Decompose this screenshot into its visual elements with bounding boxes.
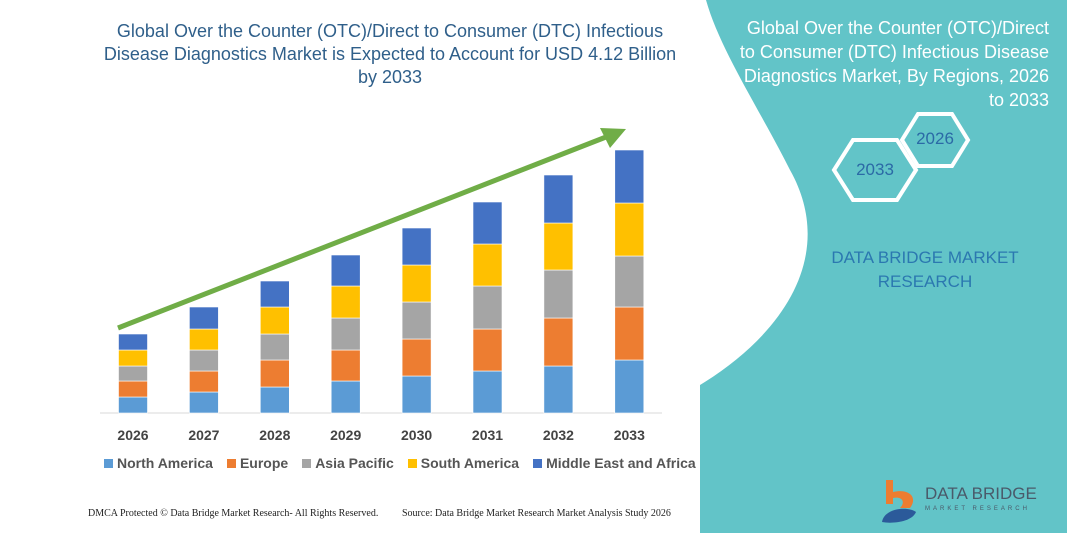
bar-segment-2032-south-america [543, 222, 574, 271]
legend-item: North America [104, 455, 213, 471]
legend-item: Middle East and Africa [533, 455, 696, 471]
x-tick-label: 2029 [330, 427, 361, 443]
chart-area: 2026 2027 2028 2029 2030 2031 2032 2033 [100, 128, 662, 443]
bar-segment-2026-middle-east-and-africa [118, 333, 148, 351]
bar-segment-2026-europe [118, 380, 148, 398]
legend-swatch [533, 459, 543, 468]
x-tick-label: 2028 [259, 427, 290, 443]
bar-segment-2027-europe [189, 370, 219, 393]
bar-segment-2033-south-america [614, 202, 645, 257]
hex-2033-label: 2033 [856, 160, 894, 179]
bar-segment-2029-south-america [330, 285, 361, 319]
logo-subtext: MARKET RESEARCH [925, 506, 1030, 512]
bar-segment-2027-asia-pacific [189, 349, 219, 372]
legend-swatch [226, 459, 236, 468]
bar-segment-2026-north-america [118, 396, 148, 414]
x-tick-label: 2031 [472, 427, 503, 443]
bar-segment-2029-europe [330, 349, 361, 382]
side-panel-title: Global Over the Counter (OTC)/Direct to … [739, 18, 1049, 110]
bar-segment-2031-middle-east-and-africa [472, 201, 503, 245]
legend-item: South America [407, 455, 520, 471]
bar-segment-2026-asia-pacific [118, 365, 148, 382]
hex-2026 [899, 112, 971, 168]
side-panel-shape [700, 0, 1067, 533]
footer-source: Source: Data Bridge Market Research Mark… [402, 508, 671, 519]
bar-segment-2032-europe [543, 317, 574, 367]
x-tick-label: 2026 [117, 427, 148, 443]
bar-segment-2029-asia-pacific [330, 317, 361, 351]
bar-segment-2033-asia-pacific [614, 255, 645, 308]
bar-segment-2029-middle-east-and-africa [330, 254, 361, 287]
legend-swatch [104, 459, 113, 468]
brand-text: DATA BRIDGE MARKET RESEARCH [831, 248, 1019, 291]
bar-segment-2031-europe [472, 328, 503, 372]
hex-2026-label: 2026 [916, 129, 954, 148]
bar-segment-2029-north-america [330, 380, 361, 414]
legend-label: Asia Pacific [315, 455, 394, 471]
footer-copyright: DMCA Protected © Data Bridge Market Rese… [88, 508, 379, 519]
legend-swatch [302, 459, 312, 468]
bar-segment-2032-middle-east-and-africa [543, 174, 574, 224]
bar-segment-2030-europe [401, 338, 432, 377]
trend-arrow-line [117, 134, 607, 331]
bar-segment-2028-north-america [259, 386, 290, 414]
legend-label: North America [117, 455, 213, 471]
bar-segment-2030-middle-east-and-africa [401, 227, 432, 266]
bar-segment-2027-north-america [189, 391, 219, 414]
bar-segment-2028-middle-east-and-africa [259, 280, 290, 308]
bar-segment-2028-south-america [259, 306, 290, 335]
bar-segment-2027-south-america [189, 328, 219, 351]
bar-segment-2026-south-america [118, 349, 148, 367]
bar-segment-2033-north-america [614, 359, 645, 414]
legend-label: Europe [239, 455, 289, 471]
bar-segment-2033-middle-east-and-africa [614, 149, 645, 204]
bar-segment-2033-europe [614, 306, 645, 361]
legend-item: Asia Pacific [302, 455, 394, 471]
bar-segment-2031-north-america [472, 370, 503, 414]
bar-segment-2030-north-america [401, 375, 432, 414]
hex-2033 [831, 138, 919, 202]
bar-segment-2030-south-america [401, 264, 432, 303]
trend-arrow-head [600, 128, 626, 148]
bar-segment-2031-south-america [472, 243, 503, 287]
bar-segment-2032-north-america [543, 365, 574, 414]
data-bridge-logo-icon [882, 480, 916, 523]
x-tick-label: 2027 [188, 427, 219, 443]
chart-title: Global Over the Counter (OTC)/Direct to … [103, 21, 677, 87]
legend: North America Europe Asia Pacific South Ame… [104, 455, 696, 471]
bar-segment-2028-asia-pacific [259, 333, 290, 361]
logo-text: DATA BRIDGE [925, 484, 1037, 503]
x-tick-label: 2032 [543, 427, 574, 443]
legend-label: Middle East and Africa [546, 455, 696, 471]
legend-item: Europe [226, 455, 289, 471]
bar-segment-2030-asia-pacific [401, 301, 432, 340]
legend-label: South America [420, 455, 520, 471]
bar-segment-2031-asia-pacific [472, 285, 503, 330]
x-tick-label: 2033 [614, 427, 645, 443]
x-tick-label: 2030 [401, 427, 432, 443]
legend-swatch [407, 459, 417, 468]
bar-segment-2032-asia-pacific [543, 269, 574, 319]
bar-segment-2028-europe [259, 359, 290, 388]
bar-segment-2027-middle-east-and-africa [189, 306, 219, 330]
